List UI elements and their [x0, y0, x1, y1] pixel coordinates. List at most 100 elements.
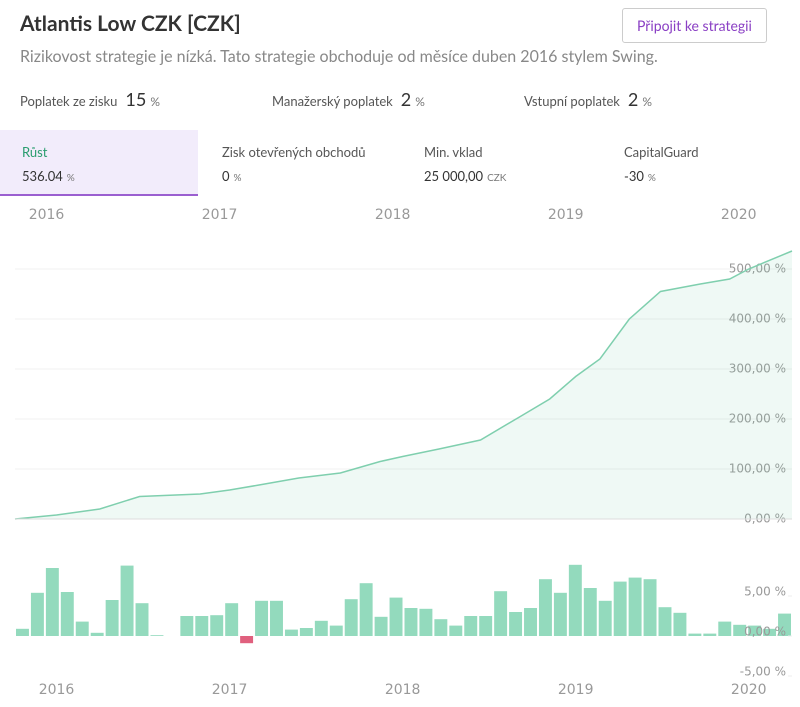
fee-value: 2	[627, 88, 639, 110]
stat-value-row: -30%	[624, 168, 778, 184]
bar	[404, 608, 418, 636]
bar	[135, 603, 149, 636]
x-tick-label: 2018	[385, 682, 421, 698]
bar	[658, 607, 672, 636]
fee-value: 15	[125, 88, 147, 110]
bar	[509, 612, 523, 636]
bar	[613, 581, 627, 636]
fee-label: Vstupní poplatek	[524, 93, 620, 109]
fee-unit: %	[642, 94, 652, 109]
bar	[180, 616, 194, 636]
stat-tab: CapitalGuard -30%	[602, 130, 800, 196]
bar	[643, 579, 657, 636]
stat-value-row: 536.04%	[22, 168, 176, 184]
x-tick-label: 2018	[375, 207, 411, 223]
y-tick-label: 400,00 %	[729, 312, 786, 326]
bar	[314, 620, 328, 636]
bar	[598, 600, 612, 636]
x-tick-label: 2019	[558, 682, 594, 698]
bar	[479, 616, 493, 636]
stat-value: -30	[624, 168, 644, 184]
stat-label: Zisk otevřených obchodů	[222, 144, 366, 160]
stat-tab: Zisk otevřených obchodů 0%	[200, 130, 398, 196]
fee-label: Poplatek ze zisku	[20, 93, 118, 109]
y-tick-label: 0,00 %	[744, 625, 786, 639]
bar	[748, 625, 762, 636]
stat-value-row: 0%	[222, 168, 376, 184]
stat-label: Min. vklad	[424, 144, 483, 160]
stat-unit: %	[233, 172, 242, 184]
stat-unit: %	[66, 172, 75, 184]
bar	[344, 599, 358, 636]
bar	[524, 608, 537, 636]
bar	[299, 628, 313, 636]
bar	[195, 616, 209, 636]
stat-value-row: 25 000,00 CZK	[424, 168, 578, 184]
y-tick-label: 300,00 %	[729, 362, 786, 376]
bar	[225, 603, 239, 636]
bar	[778, 613, 791, 636]
bar	[16, 628, 29, 636]
y-tick-label: -5,00 %	[740, 665, 786, 679]
x-tick-label: 2020	[721, 207, 757, 223]
bar	[389, 597, 403, 636]
y-tick-label: 200,00 %	[729, 412, 786, 426]
fee-unit: %	[415, 94, 425, 109]
bar	[673, 612, 687, 636]
bar	[45, 568, 59, 636]
stat-tab[interactable]: Růst 536.04%	[0, 130, 198, 196]
subtitle: Rizikovost strategie je nízká. Tato stra…	[20, 47, 658, 66]
y-tick-label: 5,00 %	[744, 585, 786, 599]
bar	[30, 592, 44, 636]
stat-value: 0	[222, 168, 230, 184]
stat-tab: Min. vklad 25 000,00 CZK	[402, 130, 600, 196]
x-tick-label: 2016	[39, 682, 75, 698]
bar	[105, 600, 119, 636]
bar	[628, 577, 642, 636]
bar	[568, 564, 582, 636]
bar	[374, 616, 388, 636]
bar	[703, 633, 717, 636]
fee: Vstupní poplatek 2%	[524, 88, 652, 110]
fee-unit: %	[150, 94, 160, 109]
bar	[60, 592, 74, 636]
x-tick-label: 2017	[212, 682, 248, 698]
bar	[434, 619, 448, 636]
x-tick-label: 2017	[202, 207, 238, 223]
stat-unit: %	[647, 172, 656, 184]
y-tick-label: 100,00 %	[729, 462, 786, 476]
stat-value: 536.04	[22, 168, 63, 184]
x-tick-label: 2016	[29, 207, 65, 223]
bar	[464, 616, 478, 636]
line	[14, 250, 793, 520]
bar	[284, 629, 298, 636]
fee-label: Manažerský poplatek	[272, 93, 393, 109]
bar	[90, 632, 104, 636]
bar	[329, 625, 343, 636]
bar	[583, 588, 597, 636]
x-tick-label: 2020	[731, 682, 767, 698]
stat-value: 25 000,00	[424, 168, 484, 184]
stat-label: CapitalGuard	[624, 144, 699, 160]
bar	[120, 565, 134, 636]
area	[15, 251, 792, 519]
bar	[763, 628, 777, 636]
bar	[75, 621, 89, 636]
bar	[494, 591, 508, 636]
fee: Poplatek ze zisku 15%	[20, 88, 160, 110]
bar	[718, 621, 732, 636]
bar	[538, 579, 552, 636]
bar	[419, 608, 433, 636]
fee: Manažerský poplatek 2%	[272, 88, 425, 110]
stat-label: Růst	[22, 144, 48, 160]
bar	[210, 615, 224, 636]
stat-unit: CZK	[487, 172, 507, 184]
bar	[359, 583, 373, 636]
x-tick-label: 2019	[548, 207, 584, 223]
title: Atlantis Low CZK [CZK]	[20, 11, 241, 36]
bar	[255, 600, 269, 636]
bar	[553, 592, 567, 636]
connect-button[interactable]: Připojit ke strategii	[622, 8, 767, 43]
bar	[150, 635, 164, 636]
bar	[688, 633, 702, 636]
